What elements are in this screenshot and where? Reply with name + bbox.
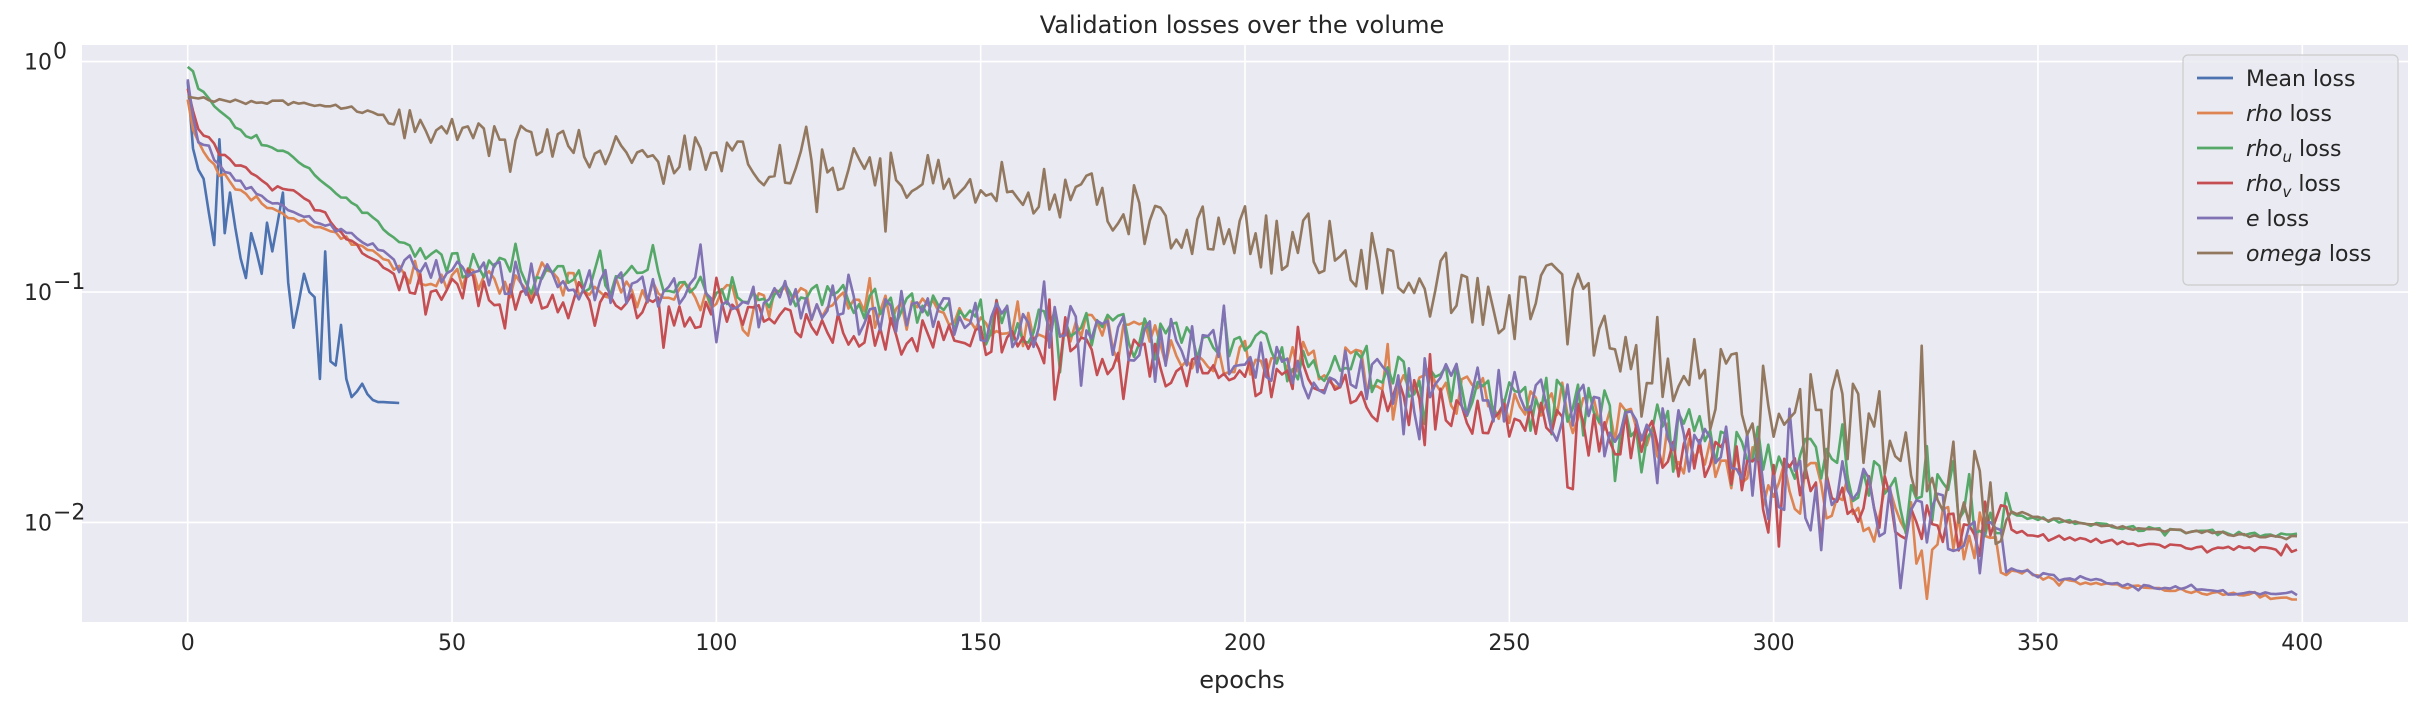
chart-title: Validation losses over the volume: [1040, 11, 1444, 39]
legend-label: e loss: [2246, 207, 2309, 232]
legend-label: rhou loss: [2246, 137, 2341, 166]
series-line-mean-loss: [186, 81, 400, 405]
x-tick-label: 150: [960, 631, 1002, 656]
legend-label: rho loss: [2246, 102, 2332, 127]
x-tick-label: 100: [695, 631, 737, 656]
y-tick-label: 10: [24, 511, 52, 536]
x-tick-label: 350: [2017, 631, 2059, 656]
series-line-omega-loss: [187, 95, 2298, 546]
x-tick-label: 400: [2281, 631, 2323, 656]
legend-label: Mean loss: [2246, 67, 2355, 92]
x-tick-label: 0: [181, 631, 195, 656]
y-tick-exponent: 0: [53, 40, 67, 65]
legend-box: [2182, 54, 2399, 286]
x-tick-label: 50: [438, 631, 466, 656]
series-lines: [186, 65, 2298, 601]
series-line-rho-u-loss: [186, 65, 2298, 538]
legend-label: rhov loss: [2246, 172, 2341, 201]
x-tick-label: 200: [1224, 631, 1266, 656]
x-axis-ticks: 0 50 100 150 200 250 300 350 400: [181, 631, 2324, 656]
x-axis-label: epochs: [1199, 666, 1285, 694]
series-line-e-loss: [186, 79, 2298, 597]
legend: Mean loss rho loss rhou loss rhov loss e los…: [2182, 54, 2399, 286]
x-tick-label: 300: [1753, 631, 1795, 656]
y-tick-label: 10: [24, 51, 52, 76]
y-tick-exponent: −1: [53, 270, 85, 295]
legend-label: omega loss: [2246, 242, 2371, 267]
x-tick-label: 250: [1488, 631, 1530, 656]
y-tick-label: 10: [24, 281, 52, 306]
y-tick-exponent: −2: [53, 500, 85, 525]
